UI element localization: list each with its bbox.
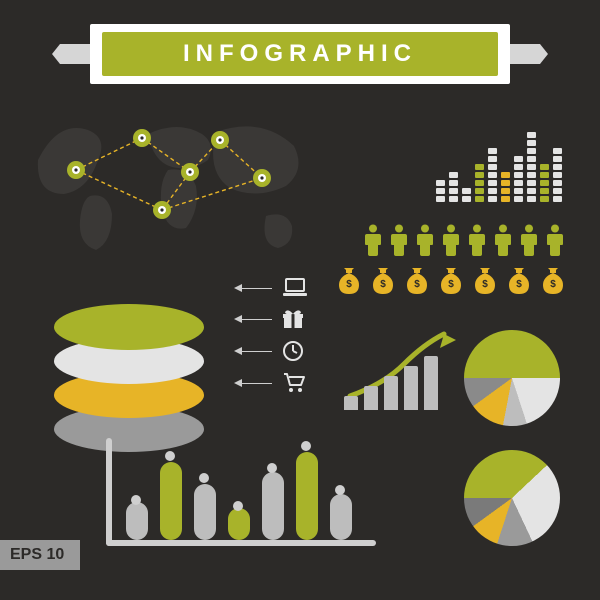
eps-label: EPS 10 bbox=[10, 546, 64, 563]
mini-bar-col bbox=[488, 148, 497, 202]
growth-bar bbox=[384, 376, 398, 410]
money-bag-icon: $ bbox=[372, 268, 394, 294]
growth-chart bbox=[344, 320, 464, 410]
map-node bbox=[211, 131, 229, 149]
money-bag-icon: $ bbox=[338, 268, 360, 294]
svg-text:$: $ bbox=[448, 279, 454, 290]
mini-bar-col bbox=[527, 132, 536, 202]
world-map bbox=[30, 100, 320, 260]
person-icon bbox=[390, 224, 408, 256]
arrow-left-icon bbox=[242, 319, 272, 320]
arrow-left-icon bbox=[242, 351, 272, 352]
mini-bar-col bbox=[449, 172, 458, 202]
svg-text:$: $ bbox=[482, 279, 488, 290]
combo-dot bbox=[301, 441, 311, 451]
cart-icon bbox=[282, 372, 306, 394]
title-banner: INFOGRAPHIC bbox=[90, 24, 510, 84]
icon-row bbox=[242, 372, 308, 394]
svg-text:$: $ bbox=[380, 279, 386, 290]
mini-bar-col bbox=[514, 156, 523, 202]
money-bag-icon: $ bbox=[508, 268, 530, 294]
map-node bbox=[67, 161, 85, 179]
combo-dot bbox=[233, 501, 243, 511]
stacked-cylinders bbox=[54, 286, 204, 456]
growth-bar bbox=[364, 386, 378, 410]
person-icon bbox=[468, 224, 486, 256]
gift-icon bbox=[282, 308, 304, 330]
arrow-left-icon bbox=[242, 288, 272, 289]
map-node bbox=[133, 129, 151, 147]
laptop-icon bbox=[282, 278, 308, 298]
icon-list bbox=[242, 278, 308, 394]
combo-chart bbox=[106, 438, 386, 558]
person-icon bbox=[546, 224, 564, 256]
svg-text:$: $ bbox=[516, 279, 522, 290]
combo-dot bbox=[165, 451, 175, 461]
icon-row bbox=[242, 308, 308, 330]
cylinder-disc bbox=[54, 304, 204, 350]
money-bag-icon: $ bbox=[474, 268, 496, 294]
ribbon-right bbox=[510, 44, 540, 64]
mini-bar-col bbox=[462, 188, 471, 202]
title-text: INFOGRAPHIC bbox=[183, 40, 417, 68]
person-icon bbox=[494, 224, 512, 256]
money-bag-icon: $ bbox=[542, 268, 564, 294]
clock-icon bbox=[282, 340, 304, 362]
combo-dot bbox=[335, 485, 345, 495]
mini-bar-col bbox=[553, 148, 562, 202]
map-node bbox=[253, 169, 271, 187]
mini-bar-col bbox=[540, 164, 549, 202]
pie-chart-2 bbox=[464, 450, 560, 546]
person-icon bbox=[442, 224, 460, 256]
growth-bar bbox=[404, 366, 418, 410]
person-icon bbox=[520, 224, 538, 256]
map-node bbox=[153, 201, 171, 219]
pie-chart-1 bbox=[464, 330, 560, 426]
arrow-left-icon bbox=[242, 383, 272, 384]
mini-bar-col bbox=[475, 164, 484, 202]
person-icon bbox=[364, 224, 382, 256]
combo-dot bbox=[267, 463, 277, 473]
money-bag-icon: $ bbox=[406, 268, 428, 294]
ribbon-left bbox=[60, 44, 90, 64]
combo-dot bbox=[131, 495, 141, 505]
combo-dot bbox=[199, 473, 209, 483]
money-bag-icon: $ bbox=[440, 268, 462, 294]
growth-bar bbox=[424, 356, 438, 410]
icon-row bbox=[242, 278, 308, 298]
svg-text:$: $ bbox=[414, 279, 420, 290]
mini-bar-col bbox=[436, 180, 445, 202]
money-bags-row: $ $ $ $ $ $ bbox=[338, 268, 564, 294]
svg-text:$: $ bbox=[346, 279, 352, 290]
eps-badge: EPS 10 bbox=[0, 540, 80, 570]
icon-row bbox=[242, 340, 308, 362]
person-icon bbox=[416, 224, 434, 256]
svg-text:$: $ bbox=[550, 279, 556, 290]
people-row bbox=[364, 224, 564, 256]
mini-bar-col bbox=[501, 172, 510, 202]
title-banner-inner: INFOGRAPHIC bbox=[102, 32, 498, 76]
map-node bbox=[181, 163, 199, 181]
mini-bar-chart bbox=[436, 122, 562, 202]
growth-bar bbox=[344, 396, 358, 410]
